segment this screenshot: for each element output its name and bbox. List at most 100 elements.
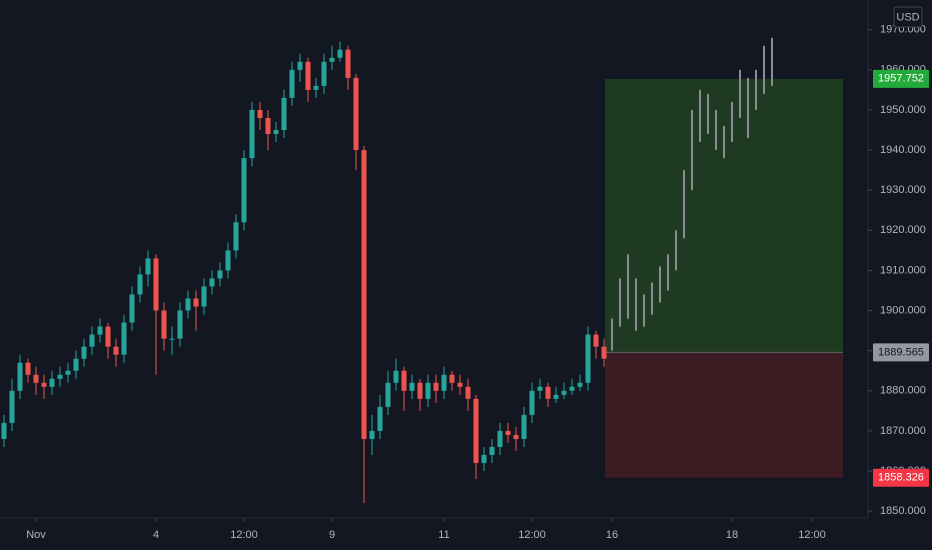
candle-body xyxy=(273,130,279,135)
candle-body xyxy=(513,434,519,439)
candle-body xyxy=(313,85,319,90)
candle-body xyxy=(281,97,287,131)
candle-body xyxy=(505,430,511,435)
candle-body xyxy=(521,414,527,439)
candle-body xyxy=(105,326,111,347)
currency[interactable]: USD xyxy=(896,11,919,23)
candle-body xyxy=(497,430,503,447)
candle-body xyxy=(297,61,303,70)
candle-body xyxy=(49,378,55,387)
x-tick-label: Nov xyxy=(26,529,46,541)
candle-body xyxy=(529,390,535,415)
candle-body xyxy=(449,374,455,383)
candle-body xyxy=(257,109,263,118)
candle-body xyxy=(145,258,151,275)
candle-body xyxy=(89,334,95,347)
candle-body xyxy=(193,298,199,307)
candle-body xyxy=(457,382,463,387)
target-zone xyxy=(605,78,843,353)
x-tick-label: 11 xyxy=(438,529,449,541)
candle-body xyxy=(169,338,175,340)
candle-body xyxy=(73,358,79,371)
candle-body xyxy=(153,258,159,311)
candle-body xyxy=(57,374,63,379)
y-tick-label: 1940.000 xyxy=(880,144,926,156)
candle-body xyxy=(97,326,103,335)
candle-body xyxy=(33,374,39,383)
x-tick-label: 12:00 xyxy=(230,529,258,541)
candle-body xyxy=(409,382,415,391)
candle-body xyxy=(233,222,239,251)
candle-body xyxy=(465,386,471,399)
candle-body xyxy=(337,49,343,58)
candle-body xyxy=(353,77,359,151)
x-tick-label: 4 xyxy=(153,529,159,541)
candle-body xyxy=(361,150,367,439)
candle-body xyxy=(41,382,47,387)
y-tick-label: 1880.000 xyxy=(880,385,926,397)
entry-price-label: 1889.565 xyxy=(878,346,924,358)
candle-body xyxy=(113,346,119,355)
candle-body xyxy=(217,270,223,279)
candle-body xyxy=(369,430,375,439)
candle-body xyxy=(545,386,551,399)
candle-body xyxy=(25,362,31,375)
candle-body xyxy=(377,406,383,431)
y-tick-label: 1930.000 xyxy=(880,184,926,196)
candle-body xyxy=(321,61,327,86)
candle-body xyxy=(385,382,391,407)
candle-body xyxy=(417,382,423,399)
candle-body xyxy=(177,310,183,339)
candle-body xyxy=(553,394,559,399)
candle-body xyxy=(305,61,311,90)
candle-body xyxy=(473,398,479,464)
candle-body xyxy=(249,109,255,159)
y-tick-label: 1870.000 xyxy=(880,425,926,437)
candle-body xyxy=(433,382,439,391)
y-tick-label: 1920.000 xyxy=(880,224,926,236)
candle-body xyxy=(561,390,567,395)
y-tick-label: 1910.000 xyxy=(880,264,926,276)
candle-body xyxy=(121,322,127,355)
candle-body xyxy=(209,278,215,287)
x-tick-label: 9 xyxy=(329,529,335,541)
candle-body xyxy=(537,386,543,391)
stop-zone xyxy=(605,352,843,478)
candle-body xyxy=(593,334,599,347)
x-tick-label: 16 xyxy=(606,529,618,541)
candle-body xyxy=(17,362,23,391)
candle-body xyxy=(65,370,71,375)
candle-body xyxy=(481,455,487,464)
candle-body xyxy=(401,370,407,391)
stop-price-label: 1858.326 xyxy=(878,472,924,484)
candle-body xyxy=(345,49,351,78)
candle-body xyxy=(81,346,87,359)
currency-box[interactable] xyxy=(893,6,923,28)
target-price-label: 1957.752 xyxy=(878,73,924,85)
candle-body xyxy=(129,294,135,323)
candle-body xyxy=(577,382,583,387)
candle-body xyxy=(489,446,495,456)
candle-body xyxy=(185,298,191,311)
x-tick-label: 12:00 xyxy=(798,529,826,541)
candle-body xyxy=(241,158,247,223)
candle-body xyxy=(161,310,167,339)
candle-body xyxy=(393,370,399,383)
candle-body xyxy=(441,374,447,391)
candle-body xyxy=(425,382,431,399)
candle-body xyxy=(225,250,231,271)
candle-body xyxy=(201,286,207,307)
y-tick-label: 1950.000 xyxy=(880,104,926,116)
y-tick-label: 1850.000 xyxy=(880,505,926,517)
candle-body xyxy=(289,69,295,98)
x-tick-label: 12:00 xyxy=(518,529,546,541)
entry-price-box xyxy=(873,343,929,362)
candle-body xyxy=(1,422,7,439)
y-tick-label: 1900.000 xyxy=(880,304,926,316)
candle-body xyxy=(137,274,143,295)
candle-body xyxy=(569,386,575,391)
target-price-box xyxy=(873,69,929,88)
candle-body xyxy=(329,57,335,62)
